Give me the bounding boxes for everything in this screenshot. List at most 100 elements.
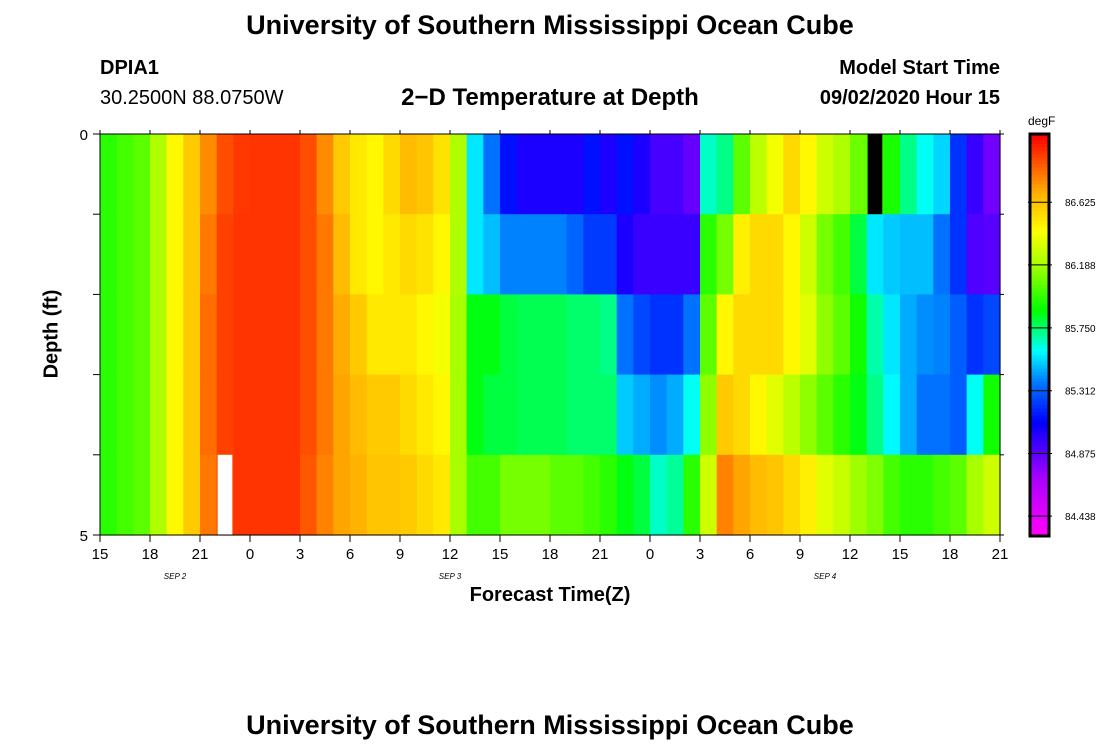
heatmap-cell bbox=[533, 214, 551, 295]
heatmap-cell bbox=[683, 454, 701, 536]
heatmap-cell bbox=[883, 374, 901, 456]
heatmap-cell bbox=[916, 134, 934, 215]
heatmap-cell bbox=[466, 134, 484, 215]
heatmap-cell bbox=[333, 374, 351, 456]
x-tick-label: 3 bbox=[296, 546, 304, 563]
heatmap-cell bbox=[366, 294, 384, 376]
colorbar-segment bbox=[1030, 201, 1049, 205]
heatmap-cell bbox=[283, 214, 301, 295]
heatmap-cell bbox=[416, 294, 434, 376]
heatmap-cell bbox=[750, 374, 768, 456]
heatmap-cell bbox=[416, 214, 434, 295]
heatmap-cell bbox=[816, 134, 834, 215]
colorbar-segment bbox=[1030, 261, 1049, 266]
heatmap-cell bbox=[250, 214, 268, 295]
heatmap-cell bbox=[400, 294, 418, 376]
heatmap-cell bbox=[866, 454, 884, 536]
heatmap-cell bbox=[433, 454, 451, 536]
heatmap-markers bbox=[217, 134, 883, 535]
colorbar-segment bbox=[1030, 515, 1049, 520]
heatmap-cell bbox=[616, 134, 634, 215]
x-tick-label: 6 bbox=[746, 546, 754, 563]
heatmap-cell bbox=[450, 374, 468, 456]
colorbar-segment bbox=[1030, 224, 1049, 229]
colorbar-segment bbox=[1030, 204, 1049, 209]
heatmap-cell bbox=[800, 134, 818, 215]
heatmap-cell bbox=[566, 374, 584, 456]
heatmap-cell bbox=[850, 134, 868, 215]
heatmap-cell bbox=[666, 214, 684, 295]
colorbar-segment bbox=[1030, 432, 1049, 437]
colorbar-segment bbox=[1030, 475, 1049, 480]
heatmap-cell bbox=[916, 454, 934, 536]
heatmap-cell bbox=[566, 294, 584, 376]
heatmap-cell bbox=[933, 374, 951, 456]
heatmap-cell bbox=[966, 294, 984, 376]
heatmap-cell bbox=[616, 454, 634, 536]
colorbar-segment bbox=[1030, 391, 1049, 396]
heatmap-cell bbox=[166, 374, 184, 456]
colorbar-tick-label: 85.750 bbox=[1065, 324, 1096, 335]
heatmap-cell bbox=[483, 294, 501, 376]
heatmap-cell bbox=[550, 454, 568, 536]
heatmap-cell bbox=[500, 134, 518, 215]
heatmap-cell bbox=[766, 214, 784, 295]
heatmap-cell bbox=[350, 214, 368, 295]
heatmap-cell bbox=[683, 374, 701, 456]
heatmap-cell bbox=[600, 294, 618, 376]
heatmap-cell bbox=[283, 454, 301, 536]
heatmap-cell bbox=[633, 134, 651, 215]
marker-bar bbox=[867, 134, 883, 215]
colorbar-segment bbox=[1030, 304, 1049, 309]
colorbar-segment bbox=[1030, 479, 1049, 483]
heatmap-cell bbox=[533, 134, 551, 215]
heatmap-cell bbox=[400, 374, 418, 456]
heatmap-cell bbox=[383, 374, 401, 456]
heatmap-cell bbox=[816, 214, 834, 295]
heatmap-cell bbox=[566, 454, 584, 536]
heatmap-cell bbox=[116, 294, 134, 376]
colorbar-segment bbox=[1030, 428, 1049, 433]
colorbar-segment bbox=[1030, 147, 1049, 152]
colorbar-segment bbox=[1030, 227, 1049, 232]
heatmap-cell bbox=[416, 374, 434, 456]
colorbar-segment bbox=[1030, 170, 1049, 175]
heatmap-cell bbox=[150, 294, 168, 376]
heatmap-cell bbox=[850, 374, 868, 456]
heatmap-cell bbox=[450, 134, 468, 215]
colorbar-segment bbox=[1030, 331, 1049, 336]
heatmap-cell bbox=[950, 294, 968, 376]
heatmap-cell bbox=[300, 134, 318, 215]
heatmap-cell bbox=[233, 454, 251, 536]
heatmap-cell bbox=[666, 294, 684, 376]
colorbar-tick-label: 86.625 bbox=[1065, 198, 1096, 209]
x-tick-label: 18 bbox=[142, 546, 159, 563]
colorbar-segment bbox=[1030, 355, 1049, 360]
heatmap-cell bbox=[833, 214, 851, 295]
heatmap-cell bbox=[350, 454, 368, 536]
colorbar-segment bbox=[1030, 422, 1049, 427]
colorbar: 86.625 86.188 85.750 85.312 84.875 84.438 bbox=[1028, 132, 1096, 538]
colorbar-segment bbox=[1030, 207, 1049, 212]
colorbar-segment bbox=[1030, 348, 1049, 353]
heatmap-cell bbox=[333, 294, 351, 376]
heatmap-cell bbox=[800, 294, 818, 376]
axes: 15 18 21 0 3 6 9 12 15 18 21 0 3 6 9 12 15 18 21 SEP 2 SEP 3… bbox=[80, 127, 1009, 581]
heatmap-cell bbox=[350, 294, 368, 376]
heatmap-cell bbox=[250, 134, 268, 215]
colorbar-segment bbox=[1030, 495, 1049, 500]
model-start-label: Model Start Time bbox=[839, 57, 1000, 79]
colorbar-segment bbox=[1030, 197, 1049, 202]
colorbar-segment bbox=[1030, 321, 1049, 326]
colorbar-segment bbox=[1030, 499, 1049, 504]
heatmap-cell bbox=[166, 134, 184, 215]
colorbar-segment bbox=[1030, 438, 1049, 443]
heatmap-cell bbox=[666, 374, 684, 456]
heatmap-cell bbox=[216, 374, 234, 456]
colorbar-segment bbox=[1030, 502, 1049, 507]
heatmap-cell bbox=[400, 454, 418, 536]
heatmap-cell bbox=[616, 294, 634, 376]
heatmap-cell bbox=[550, 134, 568, 215]
heatmap-cell bbox=[183, 134, 201, 215]
colorbar-segment bbox=[1030, 512, 1049, 517]
